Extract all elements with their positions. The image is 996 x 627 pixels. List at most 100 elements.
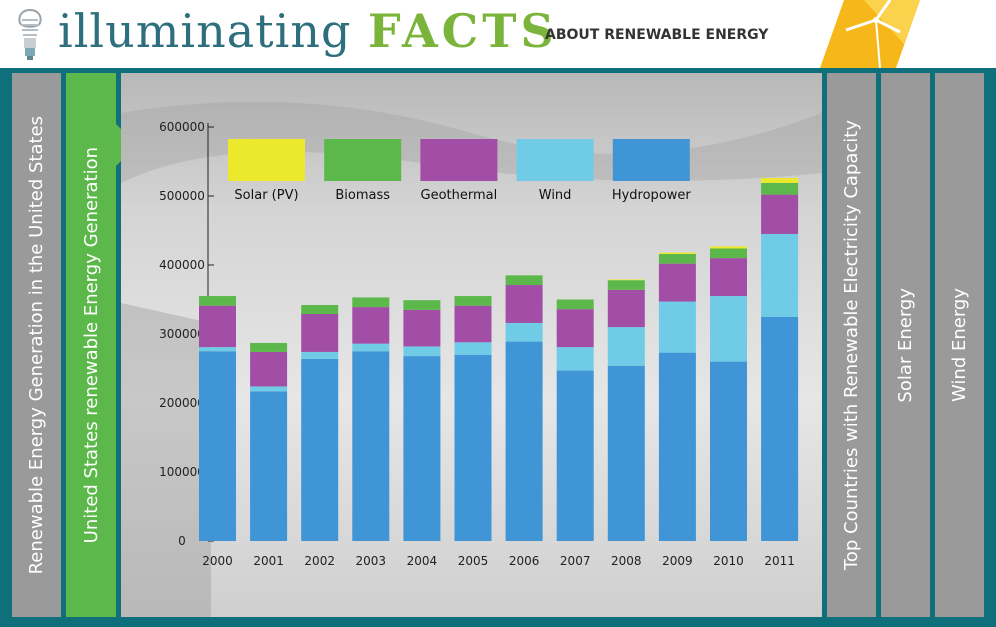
sun-wind-turbine-icon: [820, 0, 920, 68]
background-dam-wall: [121, 303, 211, 617]
stacked-bar-chart: 0 100000 200000 300000 400000 500000 600000 20…: [121, 73, 822, 617]
bar-segment-wind-2006: [505, 322, 543, 342]
legend-label: Geothermal: [421, 188, 498, 203]
tab-solar-energy[interactable]: Solar Energy: [881, 73, 930, 617]
bar-segment-hydropower-2000: [199, 351, 236, 541]
bar-segment-geothermal-2003: [352, 307, 390, 344]
bar-segment-wind-2001: [250, 386, 288, 392]
x-tick-label: 2010: [713, 554, 744, 568]
legend-swatch: [612, 139, 690, 181]
bar-segment-biomass-2011: [761, 182, 799, 195]
logo-text-facts: FACTS: [368, 4, 558, 58]
tab-label: Solar Energy: [895, 287, 916, 403]
x-tick-label: 2011: [764, 554, 795, 568]
y-tick-label: 500000: [159, 189, 205, 203]
legend-label: Biomass: [335, 188, 390, 203]
bar-segment-solar-pv-2009: [658, 252, 696, 254]
legend-swatch: [228, 139, 305, 181]
legend-label: Wind: [539, 188, 572, 203]
x-tick-label: 2007: [560, 554, 591, 568]
bar-segment-wind-2011: [761, 233, 799, 317]
bar-segment-biomass-2000: [199, 296, 236, 306]
logo-text-illuminating: illuminating: [58, 4, 352, 58]
bar-segment-wind-2000: [199, 347, 236, 352]
bar-segment-biomass-2008: [607, 280, 645, 290]
tab-label: Renewable Energy Generation in the Unite…: [26, 115, 47, 575]
tab-label: United States renewable Energy Generatio…: [80, 146, 102, 544]
x-tick-label: 2005: [458, 554, 489, 568]
bar-segment-wind-2008: [607, 327, 645, 366]
bar-segment-geothermal-2004: [403, 309, 441, 347]
bar-segment-geothermal-2006: [505, 285, 543, 323]
y-tick-label: 100000: [159, 465, 205, 479]
y-tick-label: 600000: [159, 120, 205, 134]
bar-segment-biomass-2001: [250, 342, 288, 352]
bar-segment-biomass-2009: [658, 253, 696, 264]
legend-swatch: [324, 139, 402, 181]
bar-segment-biomass-2005: [454, 296, 492, 306]
bar-segment-hydropower-2001: [250, 391, 288, 541]
x-tick-label: 2002: [304, 554, 335, 568]
bar-segment-geothermal-2009: [658, 263, 696, 302]
bar-segment-geothermal-2000: [199, 305, 236, 348]
bar-segment-wind-2003: [352, 343, 390, 352]
header-tagline: ABOUT RENEWABLE ENERGY: [545, 27, 769, 43]
bar-segment-wind-2002: [301, 351, 339, 359]
bar-segment-hydropower-2003: [352, 351, 390, 541]
x-tick-label: 2000: [202, 554, 233, 568]
bar-segment-geothermal-2005: [454, 305, 492, 343]
bar-segment-biomass-2007: [556, 299, 594, 310]
bar-segment-wind-2007: [556, 347, 594, 371]
x-tick-label: 2008: [611, 554, 642, 568]
tab-top-countries-renewable-capacity[interactable]: Top Countries with Renewable Electricity…: [827, 73, 876, 617]
bar-segment-hydropower-2008: [607, 365, 645, 541]
bar-segment-solar-pv-2011: [761, 178, 799, 183]
tab-renewable-energy-generation-us[interactable]: Renewable Energy Generation in the Unite…: [12, 73, 61, 617]
x-tick-label: 2001: [253, 554, 284, 568]
bar-segment-hydropower-2004: [403, 356, 441, 541]
tab-label: Top Countries with Renewable Electricity…: [841, 119, 862, 571]
chart-panel: 0 100000 200000 300000 400000 500000 600000 20…: [121, 73, 822, 617]
y-tick-label: 0: [178, 534, 186, 548]
x-tick-label: 2009: [662, 554, 693, 568]
y-tick-label: 400000: [159, 258, 205, 272]
tab-wind-energy[interactable]: Wind Energy: [935, 73, 984, 617]
header: illuminating FACTS ABOUT RENEWABLE ENERG…: [0, 0, 996, 68]
bar-segment-wind-2005: [454, 342, 492, 355]
tab-label: Wind Energy: [949, 288, 970, 402]
bar-segment-hydropower-2011: [761, 316, 799, 541]
bar-segment-biomass-2003: [352, 297, 390, 308]
bar-segment-hydropower-2009: [658, 352, 696, 541]
legend-label: Solar (PV): [234, 188, 298, 203]
x-tick-label: 2004: [407, 554, 438, 568]
bar-segment-biomass-2002: [301, 305, 339, 314]
y-tick-label: 200000: [159, 396, 205, 410]
bar-segment-geothermal-2010: [710, 258, 747, 297]
bar-segment-geothermal-2001: [250, 351, 288, 387]
y-tick-label: 300000: [159, 327, 205, 341]
bar-segment-hydropower-2005: [454, 354, 492, 541]
x-tick-label: 2006: [509, 554, 540, 568]
bar-segment-geothermal-2008: [607, 289, 645, 328]
bar-segment-geothermal-2011: [761, 194, 799, 234]
bar-segment-solar-pv-2008: [607, 279, 645, 281]
bar-segment-hydropower-2007: [556, 370, 594, 541]
bar-segment-wind-2010: [710, 296, 747, 362]
legend-label: Hydropower: [612, 188, 692, 203]
bar-segment-wind-2004: [403, 346, 441, 357]
bar-segment-biomass-2006: [505, 275, 543, 286]
x-tick-label: 2003: [356, 554, 387, 568]
bar-segment-hydropower-2002: [301, 358, 339, 541]
bar-segment-geothermal-2007: [556, 309, 594, 348]
lightbulb-icon: [18, 8, 42, 60]
bar-segment-wind-2009: [658, 301, 696, 353]
bar-segment-geothermal-2002: [301, 313, 339, 352]
tab-us-renewable-energy-generation[interactable]: United States renewable Energy Generatio…: [66, 73, 116, 617]
bar-segment-hydropower-2010: [710, 361, 747, 541]
bar-segment-biomass-2004: [403, 300, 441, 310]
bar-segment-solar-pv-2010: [710, 246, 747, 249]
legend-swatch: [420, 139, 498, 181]
bar-segment-hydropower-2006: [505, 341, 543, 541]
legend-swatch: [516, 139, 594, 181]
bar-segment-biomass-2010: [710, 248, 747, 259]
